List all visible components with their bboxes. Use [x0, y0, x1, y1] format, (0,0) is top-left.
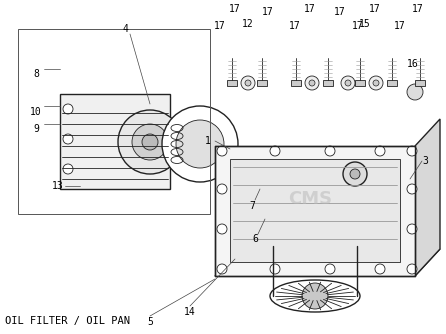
Circle shape	[325, 146, 335, 156]
Circle shape	[343, 162, 367, 186]
Text: OIL FILTER / OIL PAN: OIL FILTER / OIL PAN	[5, 316, 130, 326]
Circle shape	[341, 76, 355, 90]
Bar	[227, 80, 237, 86]
Circle shape	[217, 224, 227, 234]
Circle shape	[369, 76, 383, 90]
Text: 3: 3	[422, 156, 428, 166]
Text: 8: 8	[33, 69, 39, 79]
Text: 14: 14	[184, 307, 196, 317]
Bar	[60, 94, 170, 189]
Circle shape	[217, 264, 227, 274]
Text: 17: 17	[229, 4, 241, 14]
Bar	[355, 80, 365, 86]
Circle shape	[118, 110, 182, 174]
Circle shape	[375, 146, 385, 156]
Circle shape	[176, 120, 224, 168]
Circle shape	[270, 264, 280, 274]
Text: 17: 17	[352, 21, 364, 31]
Circle shape	[407, 224, 417, 234]
Circle shape	[309, 80, 315, 86]
Circle shape	[142, 134, 158, 150]
Circle shape	[241, 76, 255, 90]
Circle shape	[63, 134, 73, 144]
Text: 13: 13	[52, 181, 64, 191]
Circle shape	[325, 264, 335, 274]
Bar	[387, 80, 397, 86]
Text: 12: 12	[242, 19, 254, 29]
Text: 17: 17	[369, 4, 381, 14]
Circle shape	[375, 264, 385, 274]
Text: 17: 17	[334, 7, 346, 17]
Circle shape	[373, 80, 379, 86]
Text: 10: 10	[30, 107, 42, 117]
Circle shape	[407, 264, 417, 274]
Text: 9: 9	[33, 124, 39, 134]
Bar	[323, 80, 333, 86]
Circle shape	[407, 184, 417, 194]
Circle shape	[245, 80, 251, 86]
Circle shape	[270, 146, 280, 156]
Circle shape	[302, 283, 328, 309]
Text: 1: 1	[205, 136, 211, 146]
Text: 17: 17	[262, 7, 274, 17]
Circle shape	[407, 84, 423, 100]
Text: 16: 16	[407, 59, 419, 69]
Text: 17: 17	[304, 4, 316, 14]
Circle shape	[345, 80, 351, 86]
Polygon shape	[215, 249, 440, 276]
Circle shape	[407, 146, 417, 156]
Ellipse shape	[270, 280, 360, 312]
Circle shape	[305, 76, 319, 90]
Text: 5: 5	[147, 317, 153, 327]
Circle shape	[63, 164, 73, 174]
Polygon shape	[415, 119, 440, 276]
Circle shape	[217, 146, 227, 156]
Bar	[415, 80, 425, 86]
Bar	[257, 80, 267, 86]
Circle shape	[63, 104, 73, 114]
Text: 17: 17	[289, 21, 301, 31]
Circle shape	[162, 106, 238, 182]
Text: 4: 4	[122, 24, 128, 34]
Text: 15: 15	[359, 19, 371, 29]
Bar	[291, 80, 301, 86]
Text: 17: 17	[214, 21, 226, 31]
Circle shape	[217, 184, 227, 194]
Text: 6: 6	[252, 234, 258, 244]
Text: CMS: CMS	[288, 190, 332, 208]
Text: 17: 17	[394, 21, 406, 31]
Text: 7: 7	[249, 201, 255, 211]
Ellipse shape	[273, 232, 357, 260]
Text: 17: 17	[412, 4, 424, 14]
Polygon shape	[230, 159, 400, 262]
Polygon shape	[215, 146, 415, 276]
Circle shape	[132, 124, 168, 160]
Circle shape	[350, 169, 360, 179]
